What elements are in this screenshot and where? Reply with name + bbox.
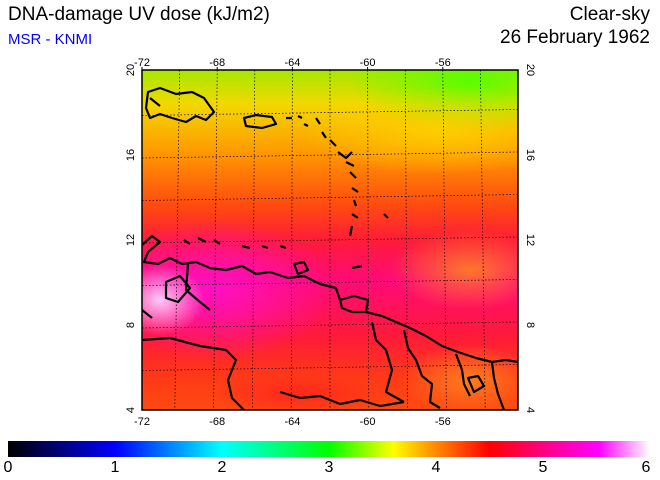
colorbar-label-1: 1 <box>110 459 120 476</box>
credit-label: MSR - KNMI <box>8 31 93 48</box>
map-frame <box>141 69 519 411</box>
lat-tick-label-left: 16 <box>125 149 137 161</box>
lon-tick-label-bottom: -60 <box>360 416 376 428</box>
meridian-line <box>480 70 486 410</box>
lat-tick-label-right: 8 <box>524 322 536 328</box>
lat-tick-label-left: 20 <box>125 64 137 76</box>
lon-tick-label-top: -72 <box>134 57 150 69</box>
colorbar-label-0: 0 <box>3 459 13 476</box>
uv-dose-field <box>142 70 518 410</box>
date-label: 26 February 1962 <box>500 27 650 48</box>
meridian-line <box>404 70 408 410</box>
lon-tick-label-bottom: -68 <box>209 416 225 428</box>
lat-tick-label-right: 20 <box>524 64 536 76</box>
color-scale-bar <box>8 441 650 457</box>
coastlines <box>142 86 518 410</box>
meridian-line <box>442 70 447 410</box>
lon-tick-label-top: -68 <box>209 57 225 69</box>
axis-ticks: -72 -72 -68 -68 -64 -64 -60 -60 -56 -56 20 20 16 16 12… <box>125 57 536 428</box>
lat-tick-label-right: 12 <box>524 234 536 246</box>
meridian-line <box>367 70 370 410</box>
sky-condition-label: Clear-sky <box>569 4 650 25</box>
meridian-line <box>290 70 293 410</box>
lon-tick-label-bottom: -64 <box>284 416 300 428</box>
lat-tick-label-right: 16 <box>524 149 536 161</box>
map-title: DNA-damage UV dose (kJ/m2) <box>8 4 270 25</box>
lon-tick-label-bottom: -72 <box>134 416 150 428</box>
lon-tick-label-top: -60 <box>360 57 376 69</box>
lat-tick-label-left: 12 <box>125 234 137 246</box>
lon-tick-label-bottom: -56 <box>435 416 451 428</box>
colorbar-label-6: 6 <box>641 459 651 476</box>
colorbar-label-4: 4 <box>431 459 441 476</box>
lon-tick-label-top: -56 <box>435 57 451 69</box>
meridian-line <box>213 70 218 410</box>
colorbar-label-5: 5 <box>538 459 548 476</box>
colorbar-label-2: 2 <box>217 459 227 476</box>
lat-tick-label-right: 4 <box>524 407 536 413</box>
lat-tick-label-left: 8 <box>125 322 137 328</box>
colorbar-label-3: 3 <box>324 459 334 476</box>
lon-tick-label-top: -64 <box>284 57 300 69</box>
meridian-line <box>174 70 180 410</box>
lat-tick-label-left: 4 <box>125 407 137 413</box>
